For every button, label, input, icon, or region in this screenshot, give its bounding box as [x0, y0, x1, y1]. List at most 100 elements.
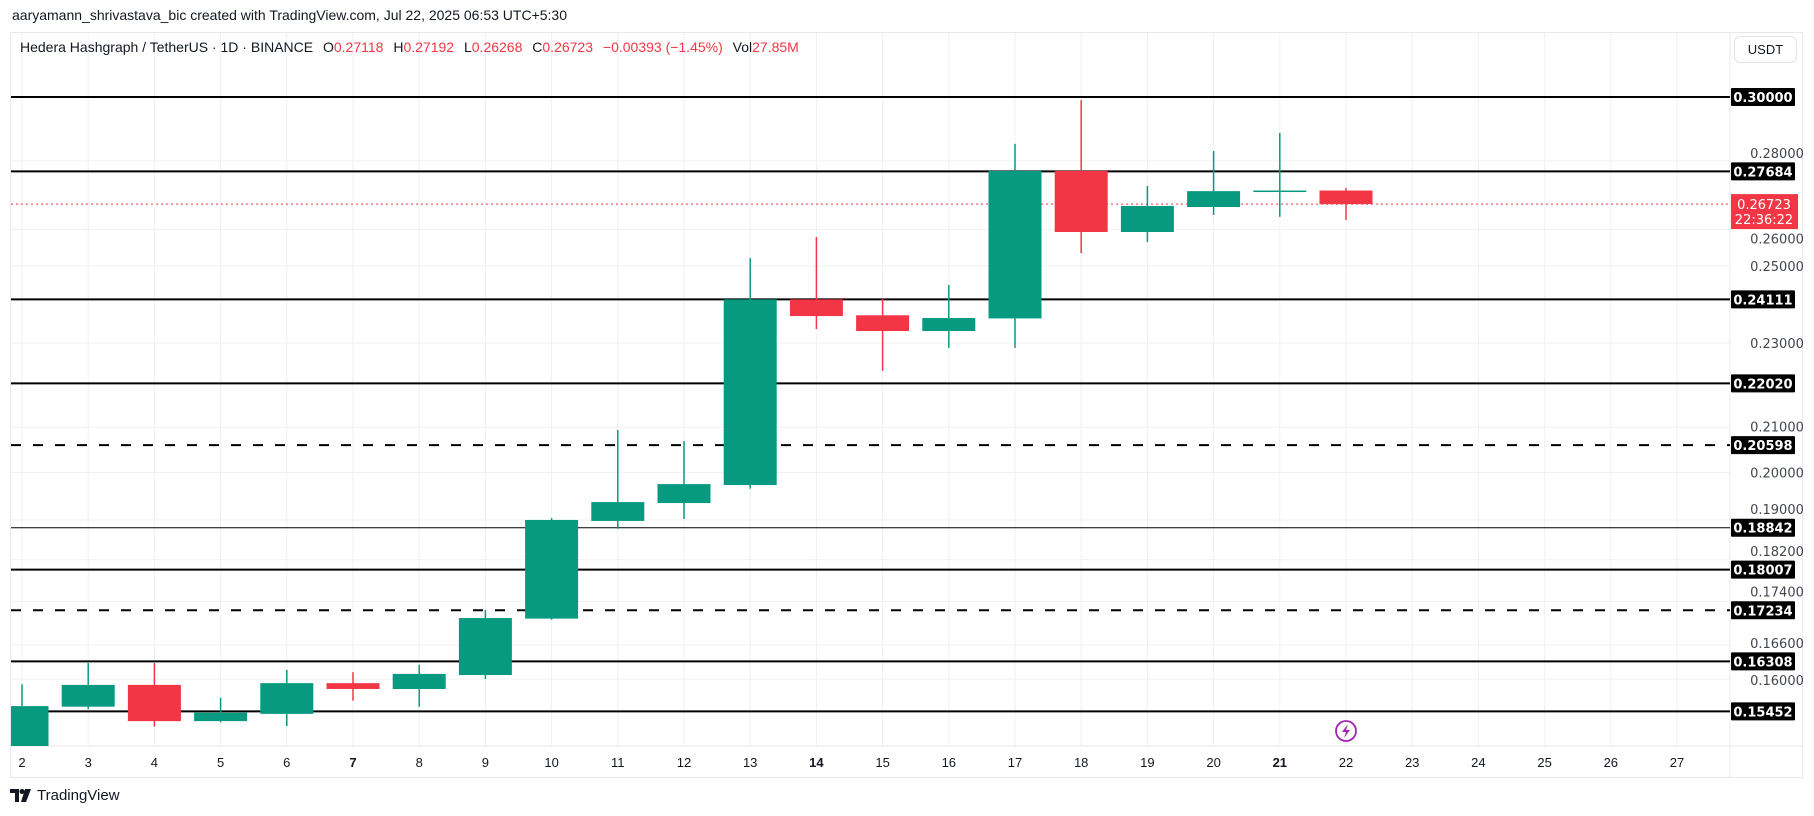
price-axis: 0.28000 0.26000 0.25000 0.23000 0.21000 0.200… [1731, 88, 1804, 721]
candle-day-9 [458, 609, 512, 680]
grid [11, 33, 1803, 778]
candle-body [723, 299, 777, 486]
currency-button[interactable]: USDT [1734, 36, 1797, 63]
time-tick-label: 19 [1140, 755, 1154, 770]
open-label: O [322, 39, 334, 55]
time-tick-label: 14 [809, 755, 824, 770]
level-price-tag [1731, 290, 1795, 309]
candle-body [1120, 205, 1174, 233]
time-tick-label: 10 [544, 755, 558, 770]
candle-body [326, 683, 380, 689]
candle-day-13 [723, 258, 777, 489]
candle-body [260, 683, 314, 714]
time-tick-label: 26 [1604, 755, 1618, 770]
high-label: H [393, 39, 404, 55]
tradingview-brand-text: TradingView [37, 787, 120, 804]
candle-day-22 [1319, 188, 1373, 221]
candle-body [127, 684, 181, 722]
candles [11, 100, 1373, 746]
level-price-tag [1731, 702, 1795, 721]
time-tick-label: 4 [151, 755, 158, 770]
time-tick-label: 16 [942, 755, 956, 770]
price-tick-label: 0.26000 [1750, 233, 1804, 248]
candle-day-17 [988, 143, 1042, 348]
candle-body [392, 673, 446, 689]
time-tick-label: 3 [85, 755, 92, 770]
level-price-tag [1731, 601, 1795, 620]
level-price-tag [1731, 88, 1795, 106]
countdown-timer: 22:36:22 [1735, 213, 1793, 228]
level-price-label: 0.18007 [1733, 564, 1792, 579]
level-price-label: 0.16308 [1733, 655, 1792, 670]
candle-day-16 [922, 284, 976, 348]
tradingview-logo-icon [10, 789, 31, 802]
volume-label: Vol [732, 39, 753, 55]
candle-day-15 [856, 299, 910, 371]
level-price-label: 0.27684 [1733, 165, 1792, 180]
candle-day-5 [194, 697, 248, 723]
time-tick-label: 24 [1471, 755, 1485, 770]
level-price-tag [1731, 162, 1795, 181]
candle-body [591, 502, 645, 521]
candle-day-8 [392, 664, 446, 707]
price-tick-label: 0.28000 [1750, 147, 1804, 162]
price-tick-label: 0.16600 [1750, 637, 1804, 652]
candle-body [1187, 191, 1241, 207]
candle-day-6 [260, 669, 314, 726]
time-tick-label: 6 [283, 755, 290, 770]
last-price-tag [1731, 194, 1798, 230]
candle-day-12 [657, 441, 711, 519]
price-tick-label: 0.16000 [1750, 674, 1804, 689]
level-price-label: 0.15452 [1733, 705, 1792, 720]
chart-frame [10, 32, 1803, 778]
candle-body [458, 618, 512, 676]
time-tick-label: 22 [1339, 755, 1353, 770]
price-tick-label: 0.18200 [1750, 545, 1804, 560]
candle-day-4 [127, 663, 181, 727]
candle-body [1319, 190, 1373, 205]
price-tick-label: 0.19000 [1750, 503, 1804, 518]
price-tick-label: 0.21000 [1750, 420, 1804, 435]
candle-day-3 [61, 663, 115, 710]
level-price-label: 0.17234 [1733, 604, 1792, 619]
level-price-label: 0.24111 [1733, 293, 1792, 308]
time-tick-label: 7 [349, 755, 356, 770]
time-tick-label: 21 [1273, 755, 1287, 770]
volume-value: 27.85M [752, 39, 799, 55]
level-price-label: 0.20598 [1733, 439, 1792, 454]
symbol-name[interactable]: Hedera Hashgraph / TetherUS · 1D · BINAN… [20, 39, 314, 55]
candle-day-18 [1054, 100, 1108, 253]
last-price-value: 0.26723 [1737, 198, 1791, 213]
price-tick-label: 0.20000 [1750, 466, 1804, 481]
price-tick-label: 0.23000 [1750, 337, 1804, 352]
level-price-tag [1731, 436, 1795, 455]
candle-body [988, 170, 1042, 319]
price-tick-label: 0.17400 [1750, 585, 1804, 600]
candle-body [657, 484, 711, 504]
candle-body [856, 315, 910, 332]
candle-day-7 [326, 672, 380, 701]
candle-body [525, 519, 579, 619]
candle-body [61, 684, 115, 707]
change-value: −0.00393 (−1.45%) [602, 39, 723, 55]
time-tick-label: 27 [1670, 755, 1684, 770]
high-value: 0.27192 [403, 39, 455, 55]
level-price-tag [1731, 652, 1795, 671]
candle-body [1253, 190, 1307, 193]
open-value: 0.27118 [333, 39, 384, 55]
horizontal-levels [11, 96, 1730, 713]
time-tick-label: 20 [1206, 755, 1220, 770]
time-tick-label: 25 [1537, 755, 1551, 770]
tradingview-logo[interactable]: TradingView [10, 787, 120, 804]
candle-body [789, 299, 843, 317]
candle-day-2 [11, 684, 49, 746]
time-tick-label: 8 [416, 755, 423, 770]
close-label: C [532, 39, 543, 55]
candle-day-11 [591, 429, 645, 529]
time-tick-label: 2 [18, 755, 25, 770]
level-price-label: 0.30000 [1733, 91, 1792, 106]
candle-day-10 [525, 518, 579, 620]
time-tick-label: 5 [217, 755, 224, 770]
lightning-icon[interactable] [1335, 720, 1357, 742]
